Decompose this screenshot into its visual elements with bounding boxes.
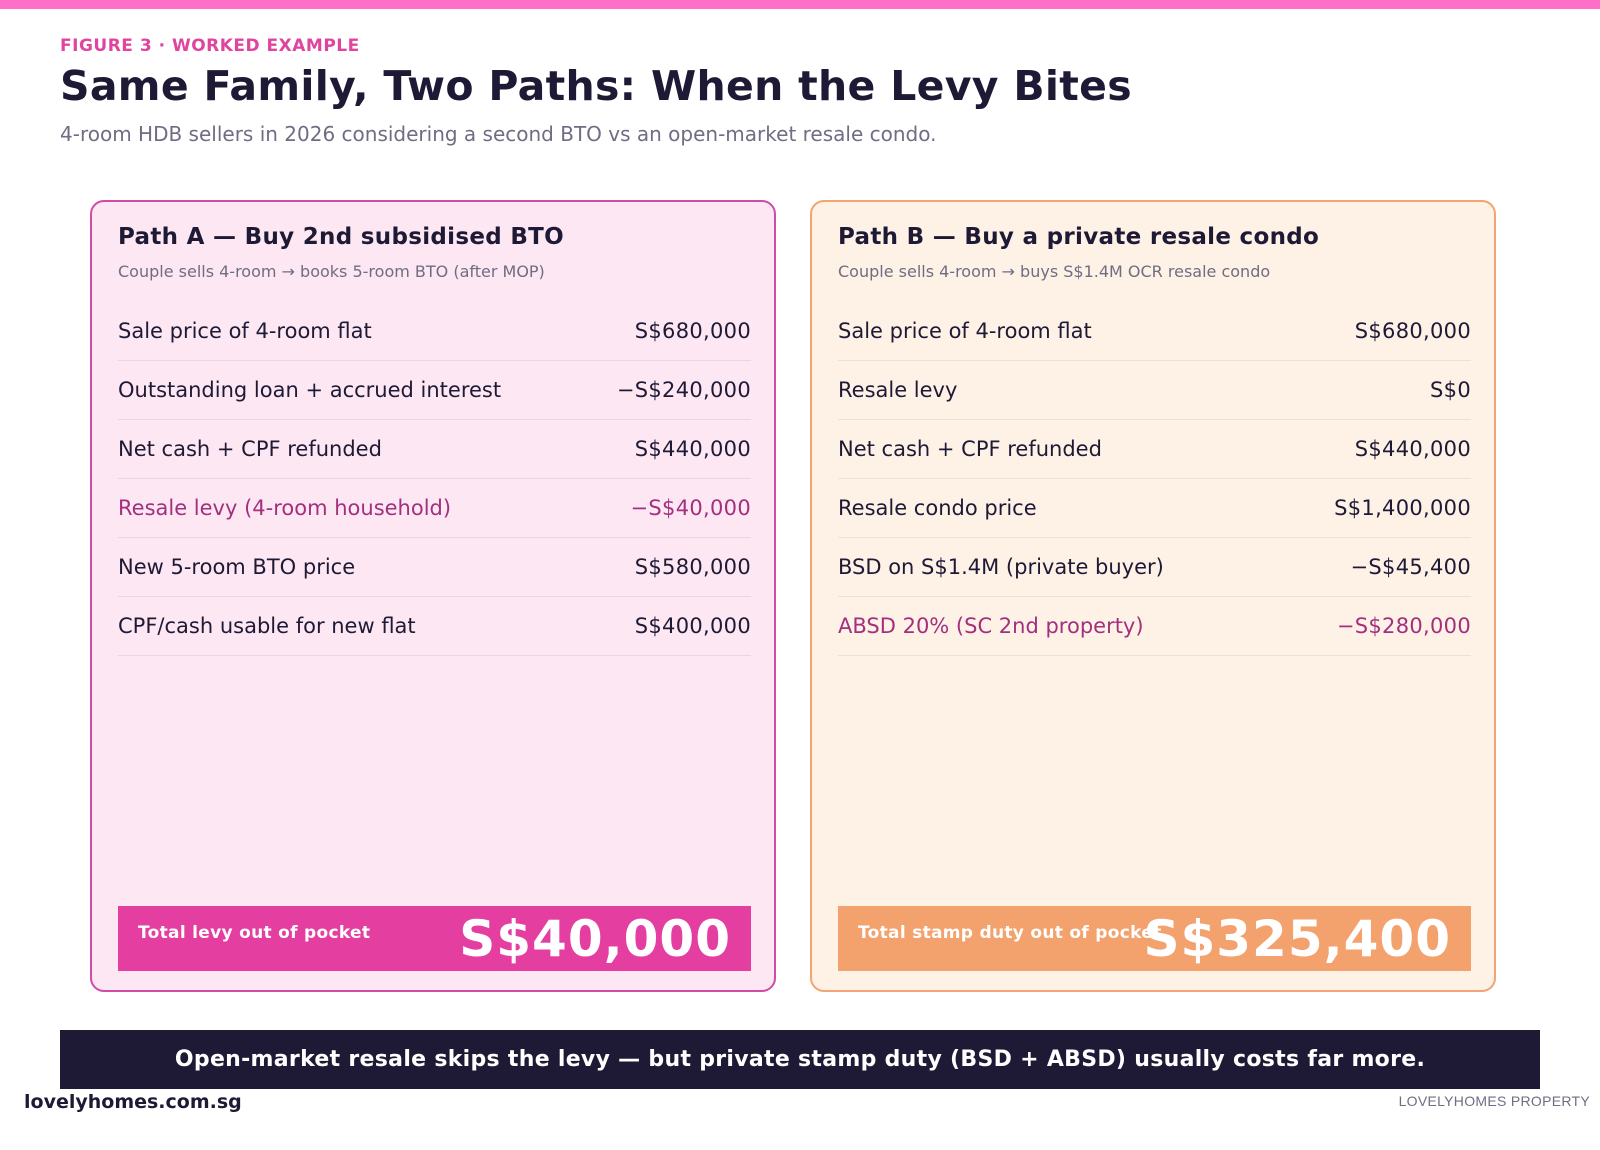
figure-eyebrow: FIGURE 3 · WORKED EXAMPLE: [60, 36, 360, 56]
row-value: S$680,000: [634, 319, 751, 343]
row-value: S$1,400,000: [1334, 496, 1471, 520]
top-accent-bar: [0, 0, 1600, 9]
path-a-subtitle: Couple sells 4-room → books 5-room BTO (…: [118, 262, 545, 281]
row-value: −S$280,000: [1336, 614, 1471, 638]
table-row: Net cash + CPF refunded S$440,000: [838, 420, 1471, 479]
row-label: CPF/cash usable for new flat: [118, 614, 416, 638]
row-label: Outstanding loan + accrued interest: [118, 378, 502, 402]
path-a-title: Path A — Buy 2nd subsidised BTO: [118, 224, 564, 250]
path-b-title: Path B — Buy a private resale condo: [838, 224, 1320, 250]
path-b-subtitle: Couple sells 4-room → buys S$1.4M OCR re…: [838, 262, 1271, 281]
row-value: −S$240,000: [616, 378, 751, 402]
row-value: S$0: [1430, 378, 1471, 402]
row-label: Resale condo price: [838, 496, 1037, 520]
row-value: S$440,000: [1354, 437, 1471, 461]
row-value: −S$40,000: [630, 496, 751, 520]
row-label: ABSD 20% (SC 2nd property): [838, 614, 1144, 638]
table-row: Net cash + CPF refunded S$440,000: [118, 420, 751, 479]
row-value: S$580,000: [634, 555, 751, 579]
table-row: BSD on S$1.4M (private buyer) −S$45,400: [838, 538, 1471, 597]
path-b-card: Path B — Buy a private resale condo Coup…: [810, 200, 1496, 992]
row-label: New 5-room BTO price: [118, 555, 356, 579]
table-row-highlight: ABSD 20% (SC 2nd property) −S$280,000: [838, 597, 1471, 656]
row-value: S$400,000: [634, 614, 751, 638]
row-label: Resale levy: [838, 378, 958, 402]
row-label: BSD on S$1.4M (private buyer): [838, 555, 1164, 579]
footer-brand: LOVELYHOMES PROPERTY: [1398, 1093, 1590, 1109]
table-row: CPF/cash usable for new flat S$400,000: [118, 597, 751, 656]
row-value: S$440,000: [634, 437, 751, 461]
row-label: Sale price of 4-room flat: [118, 319, 372, 343]
row-value: −S$45,400: [1350, 555, 1471, 579]
row-value: S$680,000: [1354, 319, 1471, 343]
row-label: Net cash + CPF refunded: [118, 437, 382, 461]
footer-site: lovelyhomes.com.sg: [24, 1091, 242, 1113]
table-row: New 5-room BTO price S$580,000: [118, 538, 751, 597]
table-row-highlight: Resale levy (4-room household) −S$40,000: [118, 479, 751, 538]
total-value: S$40,000: [459, 910, 731, 968]
row-label: Sale price of 4-room flat: [838, 319, 1092, 343]
row-label: Resale levy (4-room household): [118, 496, 452, 520]
conclusion-banner: Open-market resale skips the levy — but …: [60, 1030, 1540, 1089]
table-row: Resale levy S$0: [838, 361, 1471, 420]
total-label: Total stamp duty out of pocket: [858, 923, 1162, 943]
total-value: S$325,400: [1143, 910, 1451, 968]
path-a-rows: Sale price of 4-room flat S$680,000 Outs…: [118, 302, 751, 656]
page-title: Same Family, Two Paths: When the Levy Bi…: [60, 62, 1132, 110]
banner-text: Open-market resale skips the levy — but …: [174, 1047, 1426, 1072]
table-row: Resale condo price S$1,400,000: [838, 479, 1471, 538]
path-b-total-box: Total stamp duty out of pocket S$325,400: [838, 906, 1471, 971]
table-row: Sale price of 4-room flat S$680,000: [118, 302, 751, 361]
table-row: Outstanding loan + accrued interest −S$2…: [118, 361, 751, 420]
path-b-rows: Sale price of 4-room flat S$680,000 Resa…: [838, 302, 1471, 656]
total-label: Total levy out of pocket: [138, 923, 371, 943]
page-subtitle: 4-room HDB sellers in 2026 considering a…: [60, 122, 937, 146]
path-a-card: Path A — Buy 2nd subsidised BTO Couple s…: [90, 200, 776, 992]
table-row: Sale price of 4-room flat S$680,000: [838, 302, 1471, 361]
path-a-total-box: Total levy out of pocket S$40,000: [118, 906, 751, 971]
row-label: Net cash + CPF refunded: [838, 437, 1102, 461]
